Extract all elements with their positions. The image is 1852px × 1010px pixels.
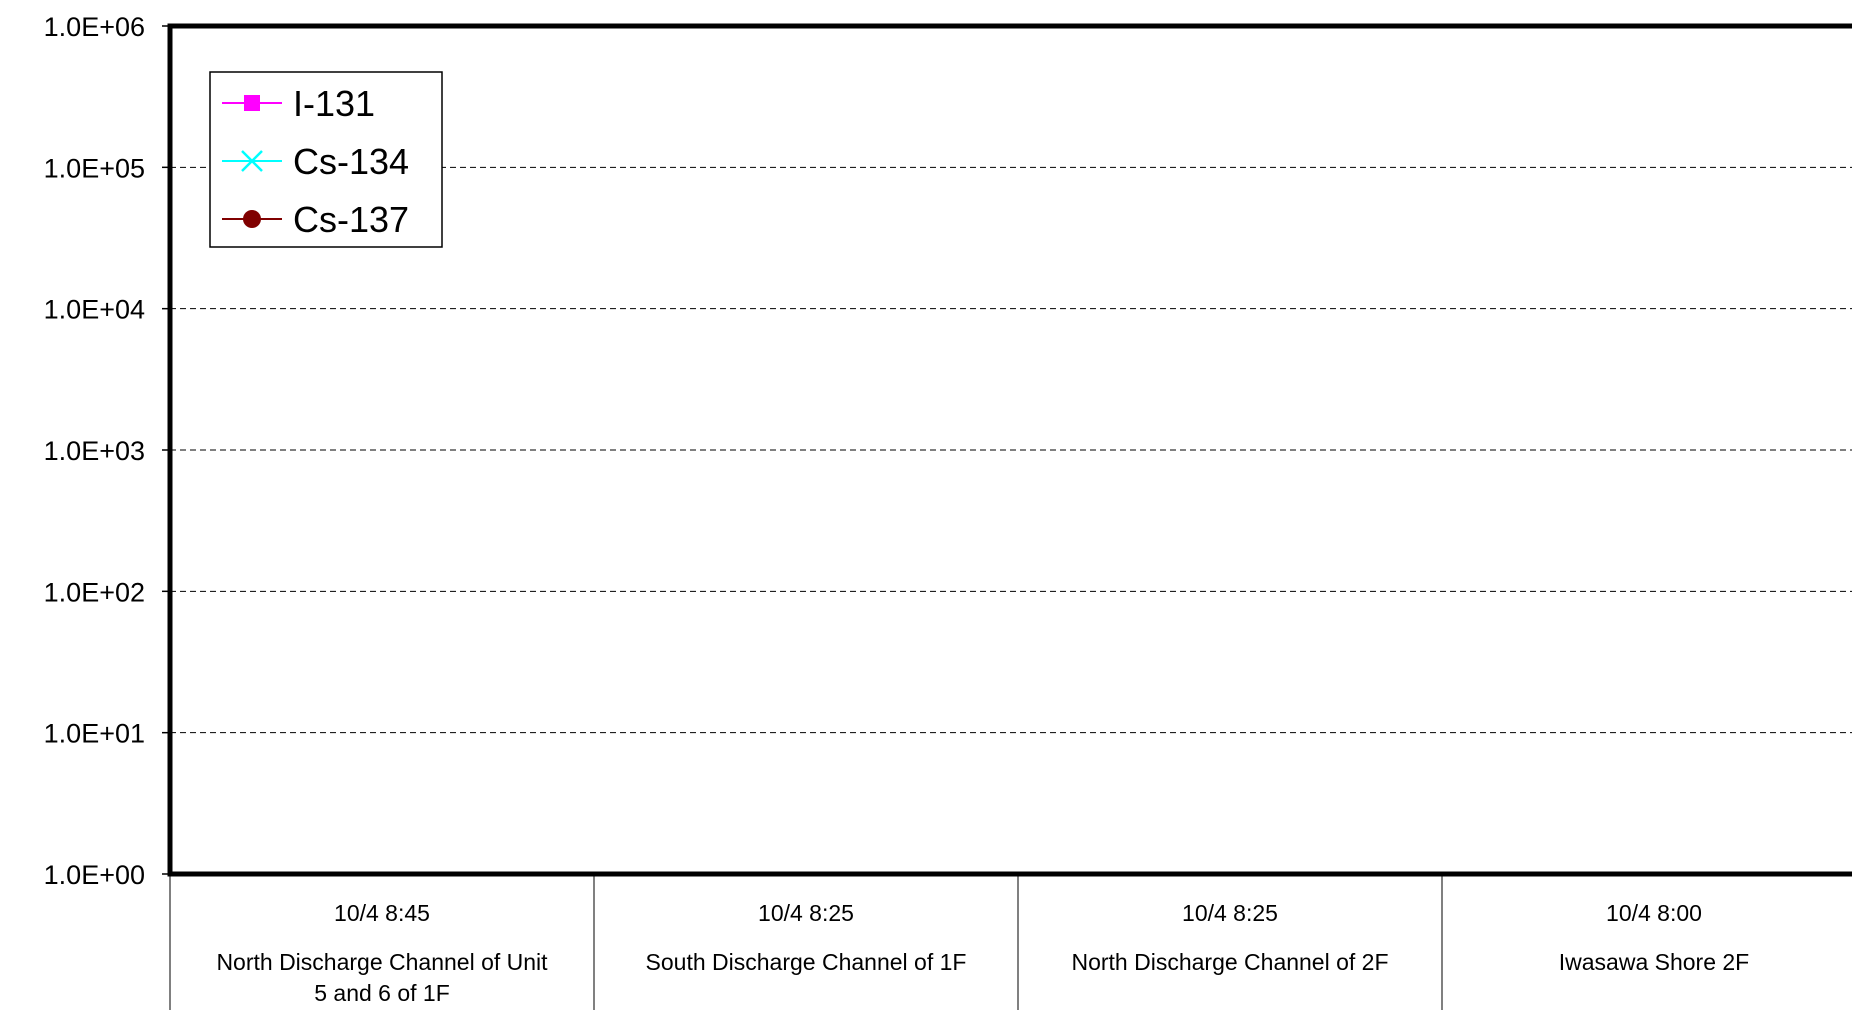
plot-area-frame [167, 23, 1852, 877]
x-category-label: Iwasawa Shore 2F [1559, 949, 1749, 975]
x-category-label: 5 and 6 of 1F [314, 980, 450, 1006]
y-tick-label: 1.0E+06 [44, 12, 145, 42]
x-category-label: South Discharge Channel of 1F [646, 949, 967, 975]
grid-lines [170, 166, 1852, 734]
legend-label: Cs-134 [293, 141, 409, 182]
x-category-time: 10/4 8:45 [334, 900, 430, 926]
x-axis-categories: 10/4 8:45 North Discharge Channel of Unit… [169, 874, 1749, 1010]
x-category-label: North Discharge Channel of Unit [216, 949, 548, 975]
legend-label: I-131 [293, 83, 375, 124]
circle-marker-icon [243, 210, 261, 228]
y-tick-label: 1.0E+01 [44, 719, 145, 749]
plot-border [167, 23, 1852, 877]
y-tick-label: 1.0E+04 [44, 295, 145, 325]
square-marker-icon [244, 95, 260, 111]
y-axis-ticks: 1.0E+00 1.0E+01 1.0E+02 1.0E+03 1.0E+04 1.0E+… [44, 12, 170, 890]
y-tick-label: 1.0E+03 [44, 436, 145, 466]
y-tick-label: 1.0E+00 [44, 860, 145, 890]
y-tick-label: 1.0E+02 [44, 577, 145, 607]
legend: I-131 Cs-134 Cs-137 [209, 71, 443, 248]
y-tick-label: 1.0E+05 [44, 153, 145, 183]
x-category-time: 10/4 8:25 [1182, 900, 1278, 926]
x-category-time: 10/4 8:25 [758, 900, 854, 926]
x-marker-icon [241, 150, 263, 172]
x-category-label: North Discharge Channel of 2F [1071, 949, 1388, 975]
x-category-time: 10/4 8:00 [1606, 900, 1702, 926]
legend-label: Cs-137 [293, 199, 409, 240]
